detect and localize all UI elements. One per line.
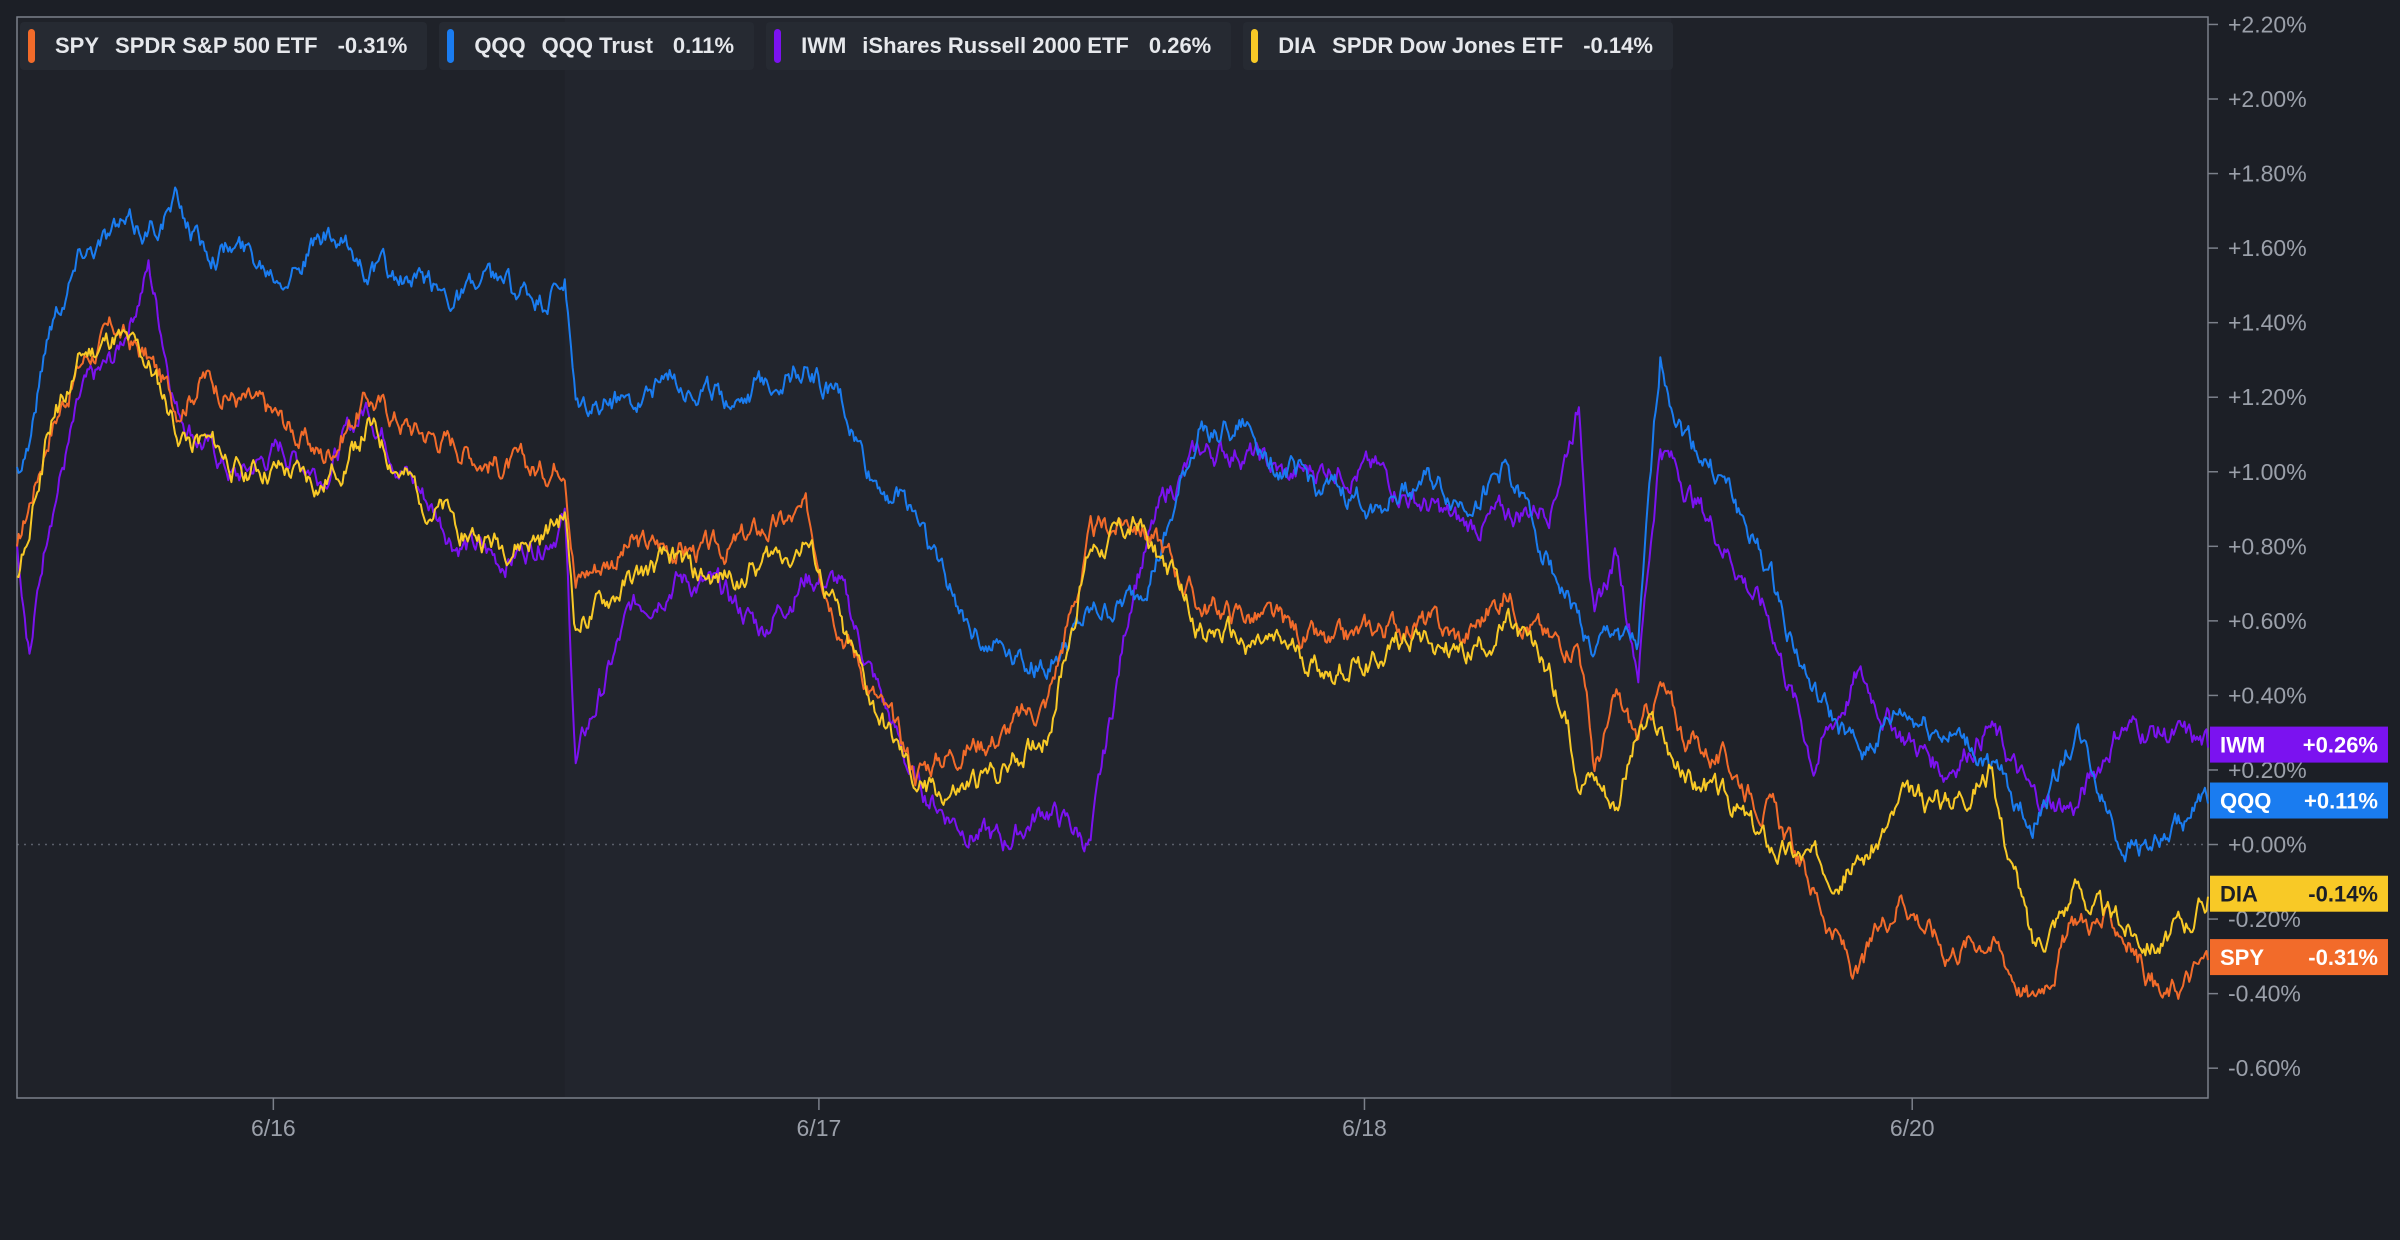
legend-swatch-spy (28, 29, 35, 63)
y-tick-label: +2.20% (2228, 11, 2307, 37)
end-label-value: -0.14% (2308, 882, 2378, 907)
y-tick-label: -0.60% (2228, 1055, 2301, 1081)
series-line-dia (16, 328, 2209, 957)
end-label-dia: DIA -0.14% (2210, 875, 2388, 912)
legend-change: 0.11% (672, 33, 735, 58)
legend-ticker: QQQ (474, 33, 526, 58)
end-label-iwm: IWM +0.26% (2210, 726, 2388, 763)
legend-item-iwm[interactable]: IWM iShares Russell 2000 ETF 0.26% (766, 22, 1232, 70)
end-label-bg (2210, 939, 2388, 976)
x-tick-label: 6/20 (1890, 1115, 1935, 1141)
legend-change: -0.14% (1583, 33, 1653, 58)
legend-item-dia[interactable]: DIA SPDR Dow Jones ETF -0.14% (1243, 22, 1673, 70)
end-label-value: -0.31% (2308, 945, 2378, 970)
series-line-qqq (16, 186, 2209, 863)
y-tick-label: +1.40% (2228, 310, 2307, 336)
session-shading (564, 17, 1672, 1098)
legend-change: -0.31% (337, 33, 408, 58)
end-label-ticker: IWM (2220, 733, 2265, 758)
y-tick-label: +1.60% (2228, 235, 2307, 261)
legend-name: SPDR S&P 500 ETF (115, 33, 318, 58)
legend: SPY SPDR S&P 500 ETF -0.31% QQQ QQQ Trus… (20, 22, 1673, 72)
legend-ticker: IWM (801, 33, 847, 58)
y-tick-label: +0.40% (2228, 682, 2307, 708)
series-line-spy (16, 316, 2209, 1000)
y-tick-label: +1.20% (2228, 384, 2307, 410)
series-line-iwm (16, 259, 2209, 853)
x-tick-label: 6/17 (797, 1115, 842, 1141)
end-label-value: +0.11% (2304, 789, 2378, 814)
plot-border (16, 16, 2209, 1099)
y-tick-label: +0.80% (2228, 533, 2307, 559)
end-label-value: +0.26% (2303, 733, 2378, 758)
legend-item-spy[interactable]: SPY SPDR S&P 500 ETF -0.31% (20, 22, 428, 70)
legend-swatch-iwm (774, 29, 782, 63)
y-tick-label: +2.00% (2228, 86, 2307, 112)
end-label-bg (2210, 875, 2388, 912)
y-tick-label: +1.80% (2228, 161, 2307, 187)
end-label-spy: SPY -0.31% (2210, 939, 2388, 976)
end-label-qqq: QQQ +0.11% (2210, 782, 2388, 819)
end-label-ticker: QQQ (2220, 789, 2271, 814)
legend-change: 0.26% (1148, 33, 1212, 58)
y-tick-label: +0.00% (2228, 832, 2307, 858)
legend-name: iShares Russell 2000 ETF (862, 33, 1129, 58)
legend-ticker: DIA (1278, 33, 1317, 58)
y-tick-label: +1.00% (2228, 459, 2307, 485)
x-tick-label: 6/18 (1342, 1115, 1387, 1141)
x-tick-label: 6/16 (251, 1115, 296, 1141)
legend-ticker: SPY (55, 33, 100, 58)
end-label-bg (2210, 782, 2388, 819)
legend-name: SPDR Dow Jones ETF (1332, 33, 1564, 58)
legend-swatch-dia (1251, 29, 1259, 63)
legend-name: QQQ Trust (541, 33, 653, 58)
end-label-bg (2210, 726, 2388, 763)
end-label-ticker: SPY (2220, 945, 2264, 970)
y-tick-label: -0.40% (2228, 981, 2301, 1007)
end-label-ticker: DIA (2220, 882, 2258, 907)
y-tick-label: +0.60% (2228, 608, 2307, 634)
legend-swatch-qqq (447, 29, 455, 63)
legend-item-qqq[interactable]: QQQ QQQ Trust 0.11% (439, 22, 755, 70)
